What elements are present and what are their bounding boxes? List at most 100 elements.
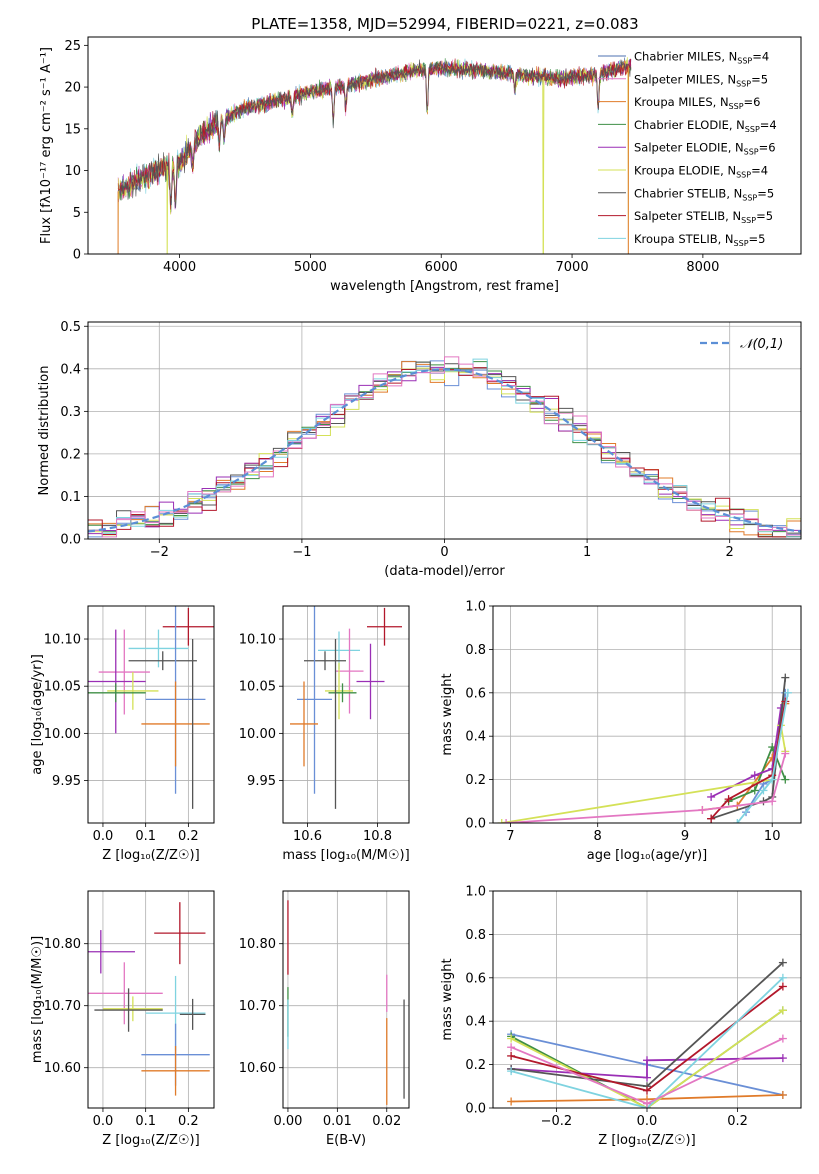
y-tick-label: 10 [64,164,81,179]
spectrum-line-6 [117,59,632,208]
y-tick-label: 10.00 [44,727,81,742]
errorbar-point [162,607,214,646]
mass-weight-vs-Z-frame [492,890,802,1109]
errorbar-point [141,1046,210,1096]
residual-histogram-axes: −2 −1 0 1 2 0.0 0.1 0.2 0.3 0.4 0.5 (data-model)/er… [37,320,801,579]
mass-vs-Z-plot [88,902,210,1096]
legend-label: Chabrier MILES, NSSP=4 [634,50,769,66]
y-tick-label: 10.00 [239,727,276,742]
legend-label: Chabrier ELODIE, NSSP=4 [634,118,777,134]
errorbar-point [88,962,163,1025]
mass-vs-ebv-axes: 0.00 0.01 0.02 10.60 10.70 10.80 E(B-V) [239,891,409,1148]
errorbar-point [94,988,163,1032]
x-tick-label: 6000 [425,260,458,275]
y-tick-label: 10.70 [44,999,81,1014]
y-tick-label: 10.05 [44,680,81,695]
y-axis-label: mass [log₁₀(M/M☉)] [30,936,45,1063]
mass-weight-vs-age-axes: 7 8 9 10 0.0 0.2 0.4 0.6 0.8 1.0 age [log₁₀(age/yr… [440,600,801,863]
x-tick-label: −2 [150,545,169,560]
y-tick-label: 10.80 [44,937,81,952]
x-tick-label: 1 [583,545,591,560]
mass-weight-marker [707,814,716,823]
residual-histogram-frame [87,321,802,540]
errorbar-point [304,651,346,671]
mass-weight-marker [750,786,759,795]
legend-label: Salpeter ELODIE, NSSP=6 [634,141,776,157]
mass-weight-marker [643,1073,651,1082]
histogram-step-8 [88,356,801,538]
mass-weight-marker [768,797,777,806]
y-axis-label: mass weight [440,673,455,755]
x-tick-label: 4000 [163,260,196,275]
y-tick-label: 0.6 [465,686,486,701]
y-tick-label: 0.5 [60,320,81,335]
mass-weight-marker [643,1099,651,1108]
y-tick-label: 20 [64,81,81,96]
x-axis-label: (data-model)/error [384,564,505,579]
mass-weight-line-2 [728,744,787,803]
y-tick-label: 0.8 [465,643,486,658]
mass-weight-marker [783,688,792,697]
mass-weight-marker [778,1054,787,1063]
figure-title: PLATE=1358, MJD=52994, FIBERID=0221, z=0… [251,15,638,33]
mass-weight-vs-age-frame [492,605,802,824]
y-tick-label: 1.0 [465,885,486,900]
legend-label: 𝒩(0,1) [740,337,783,352]
x-tick-label: 0.2 [178,829,199,844]
errorbar-point [88,683,146,703]
y-axis-label: Normed distribution [37,366,52,496]
x-tick-label: 0.1 [135,1114,156,1129]
y-tick-label: 9.95 [247,774,276,789]
mass-weight-marker [759,786,768,795]
y-axis-label: Flux [fλ10⁻¹⁷ erg cm⁻² s⁻¹ A⁻¹] [39,47,54,244]
x-tick-label: 10 [764,829,781,844]
x-tick-label: 0.0 [637,1114,658,1129]
y-axis-label: mass weight [440,958,455,1040]
x-tick-label: 9 [681,829,689,844]
x-axis-label: mass [log₁₀(M/M☉)] [282,848,409,863]
histogram-legend: 𝒩(0,1) [700,337,783,352]
mass-weight-marker [707,792,716,801]
age-vs-Z-axes: 0.0 0.1 0.2 9.95 10.00 10.05 10.10 Z [log₁₀(Z/Z… [30,606,214,863]
x-tick-label: −1 [292,545,311,560]
y-tick-label: 0.3 [60,405,81,420]
mass-weight-marker [643,1086,651,1095]
mass-weight-line-8 [506,753,787,823]
y-tick-label: 0.2 [60,447,81,462]
mass-vs-Z-axes: 0.0 0.1 0.2 10.60 10.70 10.80 Z [log₁₀(Z/Z☉)] m… [30,891,214,1148]
x-tick-label: 0.00 [273,1114,302,1129]
mass-weight-marker [643,1056,651,1065]
errorbar-point [88,930,135,974]
y-tick-label: 1.0 [465,600,486,615]
y-axis-label: age [log₁₀(age/yr)] [30,654,45,775]
y-tick-label: 0.0 [465,1102,486,1117]
y-tick-label: 10.10 [239,633,276,648]
mass-weight-marker [724,795,733,804]
x-axis-label: Z [log₁₀(Z/Z☉)] [102,1133,199,1148]
spectrum-frame [87,36,802,255]
x-tick-label: 0 [440,545,448,560]
errorbar-point [356,643,385,720]
mass-weight-marker [750,771,759,780]
errorbar-point [141,681,210,767]
mass-weight-line-4 [510,1009,784,1108]
y-tick-label: 0.2 [465,1058,486,1073]
x-tick-label: 0.02 [372,1114,401,1129]
x-tick-label: 0.2 [727,1114,748,1129]
x-tick-label: 5000 [294,260,327,275]
mass-weight-marker [507,1051,516,1060]
y-tick-label: 10.60 [44,1061,81,1076]
x-tick-label: 10.6 [293,829,322,844]
y-tick-label: 5 [73,206,81,221]
y-tick-label: 0.4 [465,1015,486,1030]
spectrum-legend: Chabrier MILES, NSSP=4 Salpeter MILES, NS… [598,50,777,248]
errorbar-point [102,996,163,1022]
age-vs-mass-axes: 10.6 10.8 9.95 10.00 10.05 10.10 mass [log₁₀(M… [239,606,410,863]
mass-weight-vs-Z-plot [507,958,787,1108]
x-tick-label: 0.01 [323,1114,352,1129]
x-tick-label: 7000 [556,260,589,275]
mass-weight-line-7 [736,692,789,823]
y-tick-label: 9.95 [52,774,81,789]
residual-histogram-plot [88,356,801,538]
